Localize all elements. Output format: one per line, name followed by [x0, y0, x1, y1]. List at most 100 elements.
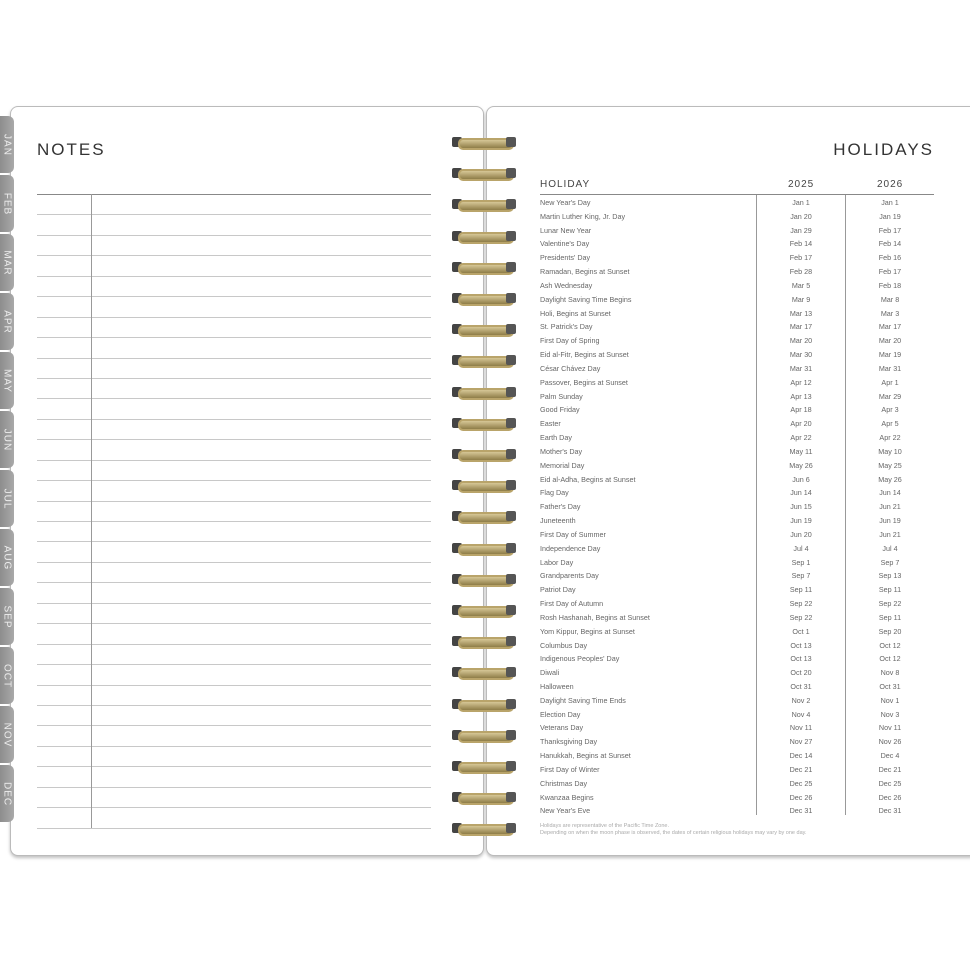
note-line: [37, 541, 431, 561]
date-2026: Sep 13: [878, 571, 902, 581]
holiday-row: First Day of Spring Mar 20 Mar 20: [540, 334, 934, 348]
spiral-ring: [452, 386, 516, 400]
holiday-name: Columbus Day: [540, 640, 588, 650]
holiday-name: St. Patrick's Day: [540, 322, 593, 332]
tab-may[interactable]: MAY: [0, 352, 14, 409]
spiral-ring: [452, 417, 516, 431]
tab-jun[interactable]: JUN: [0, 411, 14, 468]
holiday-name: Thanksgiving Day: [540, 737, 598, 747]
date-2025: Sep 1: [791, 557, 811, 567]
note-line: [37, 521, 431, 541]
tab-nov[interactable]: NOV: [0, 706, 14, 763]
holiday-name: Diwali: [540, 668, 560, 678]
date-2026: Jun 21: [879, 502, 901, 512]
date-2025: Jan 1: [792, 198, 810, 207]
spiral-ring: [452, 479, 516, 494]
holiday-name: Halloween: [540, 681, 574, 691]
date-2025: Sep 11: [789, 585, 813, 595]
tab-jan[interactable]: JAN: [0, 116, 14, 173]
date-2025: Mar 9: [791, 294, 811, 304]
tab-dec[interactable]: DEC: [0, 765, 14, 822]
tab-feb[interactable]: FEB: [0, 175, 14, 232]
note-line: [37, 684, 431, 705]
note-line: [37, 827, 431, 848]
holiday-name: Memorial Day: [540, 460, 585, 470]
date-2025: Jun 14: [790, 488, 812, 498]
date-2025: Dec 25: [789, 778, 813, 788]
holiday-name: Presidents' Day: [540, 253, 591, 263]
holiday-name: César Chávez Day: [540, 363, 601, 373]
holiday-row: Diwali Oct 20 Nov 8: [540, 666, 934, 680]
tab-label: FEB: [1, 192, 13, 215]
holiday-row: First Day of Summer Jun 20 Jun 21: [540, 528, 934, 542]
holiday-name: Yom Kippur, Begins at Sunset: [540, 626, 635, 636]
tab-label: MAR: [1, 249, 13, 276]
date-2025: Feb 17: [789, 253, 813, 263]
date-2026: Mar 29: [878, 391, 902, 401]
holiday-row: Juneteenth Jun 19 Jun 19: [540, 514, 934, 528]
holiday-name: Indigenous Peoples' Day: [540, 654, 620, 664]
holidays-header: HOLIDAY 2025 2026: [540, 178, 934, 195]
tab-jul[interactable]: JUL: [0, 470, 14, 527]
date-2025: Sep 22: [789, 612, 813, 622]
date-2026: Mar 8: [880, 294, 900, 304]
date-2026: Sep 11: [878, 585, 902, 595]
note-line: [37, 807, 431, 827]
holiday-name: Eid al-Fitr, Begins at Sunset: [540, 350, 629, 360]
date-2026: Jun 21: [879, 529, 901, 539]
date-2026: Apr 1: [881, 377, 899, 387]
holiday-name: Rosh Hashanah, Begins at Sunset: [540, 612, 650, 622]
spiral-ring: [452, 604, 516, 618]
tab-aug[interactable]: AUG: [0, 529, 14, 586]
holiday-row: Daylight Saving Time Begins Mar 9 Mar 8: [540, 293, 934, 307]
date-2025: Nov 11: [789, 723, 813, 733]
spiral-ring: [452, 510, 516, 525]
date-2026: Oct 12: [879, 654, 901, 664]
tab-label: JUN: [1, 428, 13, 451]
note-line: [37, 275, 431, 296]
date-2026: Jun 14: [879, 488, 901, 498]
note-line: [37, 337, 431, 357]
holiday-name: Ramadan, Begins at Sunset: [540, 267, 630, 277]
holiday-name: Passover, Begins at Sunset: [540, 377, 628, 387]
footnote: Holidays are representative of the Pacif…: [540, 823, 670, 829]
tab-apr[interactable]: APR: [0, 293, 14, 350]
holiday-row: Easter Apr 20 Apr 5: [540, 417, 934, 431]
note-line: [37, 439, 431, 459]
holidays-page: [486, 106, 970, 856]
holiday-name: Patriot Day: [540, 585, 576, 595]
date-2025: Oct 20: [790, 668, 812, 678]
date-2026: May 26: [878, 474, 902, 484]
tab-label: JUL: [1, 488, 13, 509]
tab-mar[interactable]: MAR: [0, 234, 14, 291]
date-2025: Jun 6: [792, 474, 810, 484]
notes-title: NOTES: [37, 140, 106, 159]
holiday-row: Mother's Day May 11 May 10: [540, 445, 934, 459]
header-holiday: HOLIDAY: [540, 179, 591, 190]
date-2026: Oct 12: [879, 640, 901, 650]
note-line: [37, 480, 431, 500]
date-2026: Mar 31: [878, 363, 902, 373]
holiday-row: Father's Day Jun 15 Jun 21: [540, 500, 934, 514]
tab-oct[interactable]: OCT: [0, 647, 14, 704]
holiday-row: New Year's Day Jan 1 Jan 1: [540, 196, 934, 210]
date-2025: Jun 15: [790, 502, 812, 512]
note-line: [37, 377, 431, 398]
tab-sep[interactable]: SEP: [0, 588, 14, 645]
date-2025: Mar 17: [789, 322, 813, 332]
spiral-ring: [452, 760, 516, 774]
note-line: [37, 643, 431, 664]
holiday-row: Earth Day Apr 22 Apr 22: [540, 431, 934, 445]
date-2025: Jun 19: [790, 516, 812, 526]
note-line: [37, 561, 431, 582]
holiday-name: Labor Day: [540, 557, 574, 567]
date-2026: Mar 3: [880, 308, 900, 318]
spiral-ring: [452, 542, 516, 556]
note-line: [37, 316, 431, 337]
holiday-row: Grandparents Day Sep 7 Sep 13: [540, 569, 934, 583]
spiral-ring: [452, 573, 516, 587]
date-2025: Apr 22: [790, 433, 812, 443]
holiday-name: Lunar New Year: [540, 225, 592, 235]
spiral-ring: [452, 292, 516, 306]
spiral-ring: [452, 791, 516, 806]
